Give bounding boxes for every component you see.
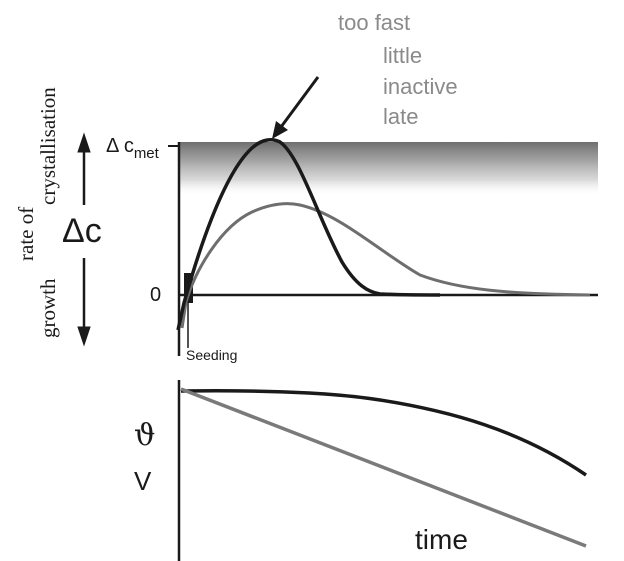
- temperature-curve: [180, 389, 587, 477]
- v-label: V: [134, 466, 152, 496]
- delta-c-met-base: Δ c: [106, 135, 134, 157]
- annotation-too-fast: too fast: [338, 10, 410, 35]
- delta-c-met-label: Δ cmet: [106, 135, 160, 162]
- annotation-arrow: [272, 76, 320, 139]
- annotation-little: little: [383, 43, 422, 68]
- label-rate-of: rate of: [14, 207, 38, 261]
- annotation-inactive: inactive: [383, 74, 458, 99]
- slow-supersaturation-curve: [180, 202, 591, 329]
- time-label: time: [415, 524, 468, 555]
- volume-line: [180, 387, 587, 548]
- delta-c-double-arrow: [77, 132, 91, 347]
- annotation-late: late: [383, 104, 418, 129]
- label-growth: growth: [36, 278, 60, 338]
- zero-label: 0: [150, 284, 161, 306]
- seeding-label: Seeding: [186, 347, 237, 363]
- metastable-zone-band: [180, 142, 598, 196]
- delta-c-met-subscript: met: [134, 145, 160, 162]
- theta-label: ϑ: [134, 418, 155, 453]
- fast-supersaturation-curve: [176, 138, 441, 331]
- delta-c-label: Δc: [62, 212, 102, 250]
- annotation-group: too fast little inactive late: [338, 10, 458, 129]
- label-crystallisation: crystallisation: [36, 87, 60, 205]
